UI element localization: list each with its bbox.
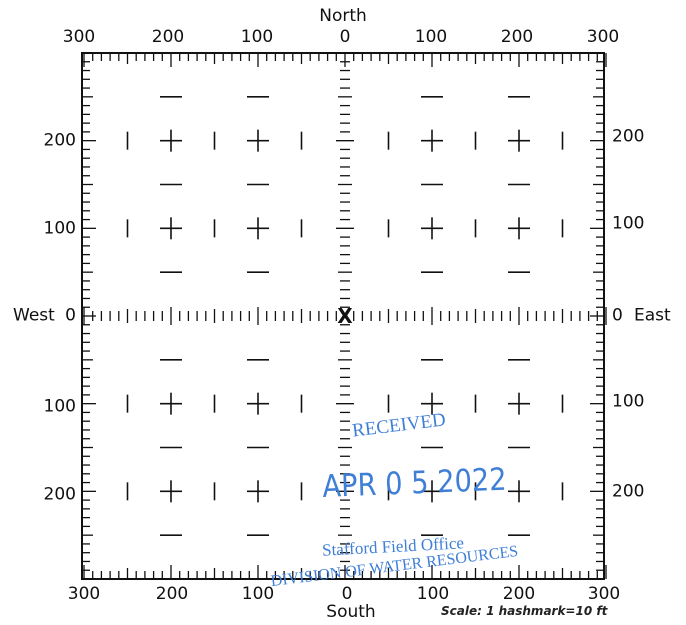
top-tick-label: 100 bbox=[414, 27, 448, 47]
bottom-tick-label: 100 bbox=[241, 584, 275, 604]
bottom-tick-label: 300 bbox=[587, 584, 621, 604]
left-tick-label: 200 bbox=[43, 130, 76, 151]
right-tick-label: 100 bbox=[612, 391, 645, 412]
bottom-tick-label: 100 bbox=[416, 584, 450, 604]
right-tick-label: 100 bbox=[612, 213, 645, 234]
south-label: South bbox=[326, 602, 376, 622]
right-tick-label: 200 bbox=[612, 126, 645, 147]
left-tick-label: 200 bbox=[43, 484, 76, 505]
top-tick-label: 300 bbox=[62, 27, 96, 47]
top-tick-label: 200 bbox=[500, 27, 534, 47]
west-label: West bbox=[13, 305, 55, 326]
right-tick-label: 200 bbox=[612, 481, 645, 502]
scale-note: Scale: 1 hashmark=10 ft bbox=[441, 604, 608, 618]
bottom-tick-label: 0 bbox=[341, 584, 353, 604]
east-label: East bbox=[634, 305, 671, 326]
top-tick-label: 0 bbox=[339, 27, 351, 47]
left-tick-label: 100 bbox=[43, 396, 76, 417]
right-tick-label: 0 bbox=[612, 305, 623, 326]
bottom-tick-label: 200 bbox=[155, 584, 189, 604]
top-tick-label: 200 bbox=[151, 27, 185, 47]
center-marker: X bbox=[337, 304, 353, 328]
top-tick-label: 100 bbox=[240, 27, 274, 47]
left-tick-label: 100 bbox=[43, 218, 76, 239]
top-tick-label: 300 bbox=[586, 27, 620, 47]
bottom-tick-label: 200 bbox=[502, 584, 536, 604]
left-tick-label: 0 bbox=[65, 305, 76, 326]
bottom-tick-label: 300 bbox=[67, 584, 101, 604]
stamp-date: APR 0 5 2022 bbox=[321, 461, 508, 505]
north-label: North bbox=[319, 6, 367, 26]
